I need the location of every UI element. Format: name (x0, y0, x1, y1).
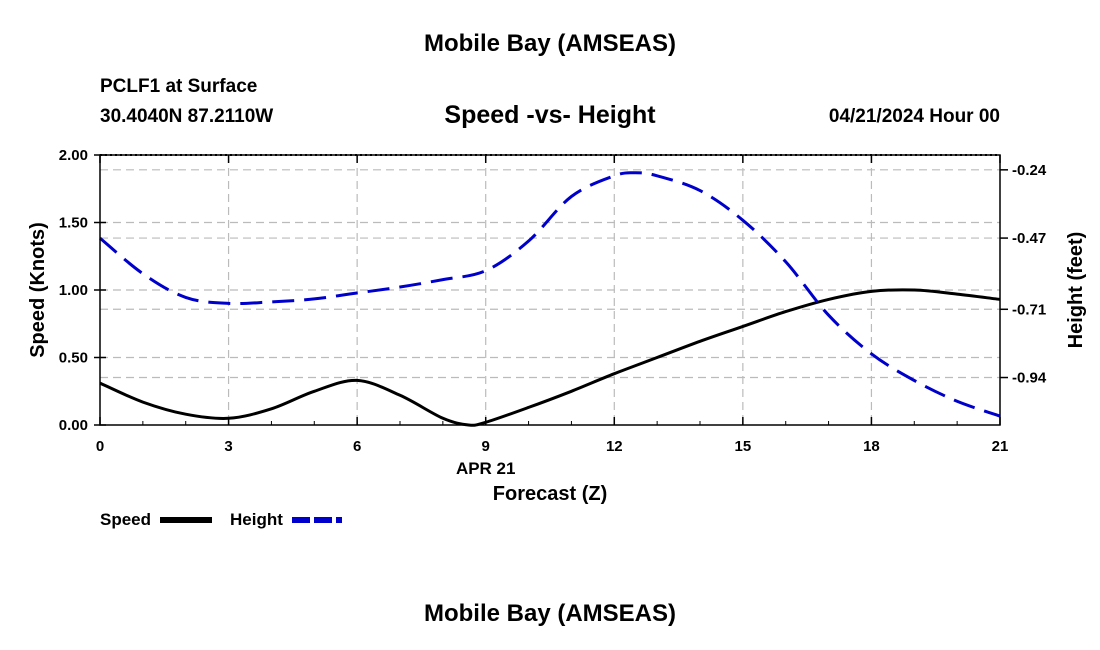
legend: Speed Height (100, 510, 342, 529)
y-axis-label: Speed (Knots) (27, 222, 49, 358)
x-tick-label: 6 (353, 438, 361, 455)
x-tick-label: 0 (96, 438, 104, 455)
datetime-label: 04/21/2024 Hour 00 (828, 106, 1000, 127)
x-tick-label: 15 (735, 438, 752, 455)
legend-speed-label: Speed (100, 510, 151, 529)
y2-tick-label: -0.24 (1012, 162, 1047, 179)
series-layer (99, 171, 1001, 427)
x-axis-label: Forecast (Z) (493, 483, 607, 505)
coordinates-label: 30.4040N 87.2110W (100, 106, 274, 127)
speed-series-line (99, 288, 1001, 427)
axes: 0 3 6 9 12 15 18 21 0.00 0.50 1.00 1.50 2.00 -0.24 -0.… (27, 147, 1087, 505)
x-tick-label: 9 (482, 438, 490, 455)
y2-tick-label: -0.71 (1012, 301, 1046, 318)
x-tick-label: 12 (606, 438, 623, 455)
y-tick-label: 0.00 (59, 417, 88, 434)
x-tick-label: 21 (992, 438, 1009, 455)
height-series-line (99, 171, 1001, 418)
main-title: Mobile Bay (AMSEAS) (423, 30, 677, 57)
y2-tick-label: -0.94 (1012, 370, 1047, 387)
y-tick-label: 1.50 (59, 215, 88, 232)
y-tick-label: 2.00 (59, 147, 88, 164)
legend-height-label: Height (230, 510, 283, 529)
bottom-title: Mobile Bay (AMSEAS) (423, 600, 677, 627)
y-tick-label: 1.00 (59, 282, 88, 299)
x-axis-date-label: APR 21 (456, 459, 516, 478)
y-tick-label: 0.50 (59, 350, 88, 367)
station-label: PCLF1 at Surface (100, 76, 258, 97)
plot-title: Speed -vs- Height (444, 101, 656, 129)
x-tick-label: 18 (863, 438, 880, 455)
y2-tick-label: -0.47 (1012, 230, 1046, 247)
y2-axis-label: Height (feet) (1065, 232, 1087, 349)
x-tick-label: 3 (224, 438, 232, 455)
grid (100, 155, 1000, 425)
